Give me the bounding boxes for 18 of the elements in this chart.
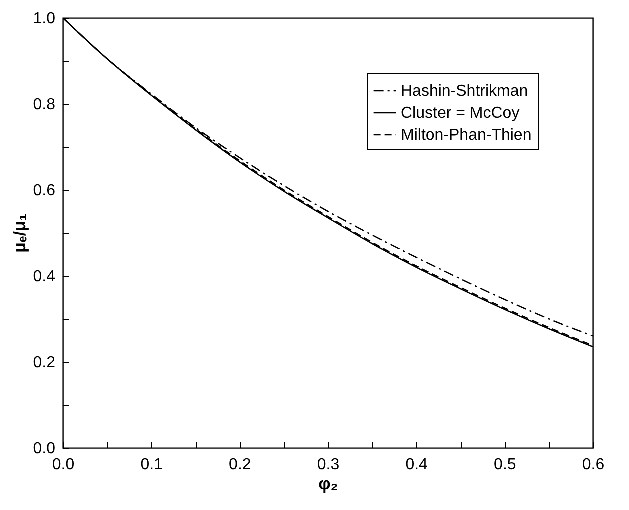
x-tick-label: 0.0 (52, 456, 75, 474)
legend-label: Cluster = McCoy (401, 105, 520, 122)
x-tick-label: 0.4 (406, 456, 428, 474)
x-tick-label: 0.1 (140, 456, 164, 474)
x-tick-label: 0.2 (229, 456, 252, 474)
y-tick-label: 1.0 (33, 10, 56, 28)
x-axis-title: φ₂ (318, 474, 338, 494)
y-tick-label: 0.2 (33, 354, 56, 372)
x-tick-label: 0.6 (582, 456, 605, 474)
y-tick-label: 0.8 (33, 96, 56, 114)
y-tick-label: 0.0 (33, 440, 56, 458)
y-axis-title: μₑ/μ₁ (10, 214, 30, 253)
y-tick-label: 0.6 (33, 182, 56, 200)
x-tick-label: 0.3 (317, 456, 340, 474)
x-tick-label: 0.5 (494, 456, 516, 474)
legend-label: Milton-Phan-Thien (401, 127, 532, 144)
legend-label: Hashin-Shtrikman (401, 83, 528, 100)
y-tick-label: 0.4 (33, 268, 56, 286)
